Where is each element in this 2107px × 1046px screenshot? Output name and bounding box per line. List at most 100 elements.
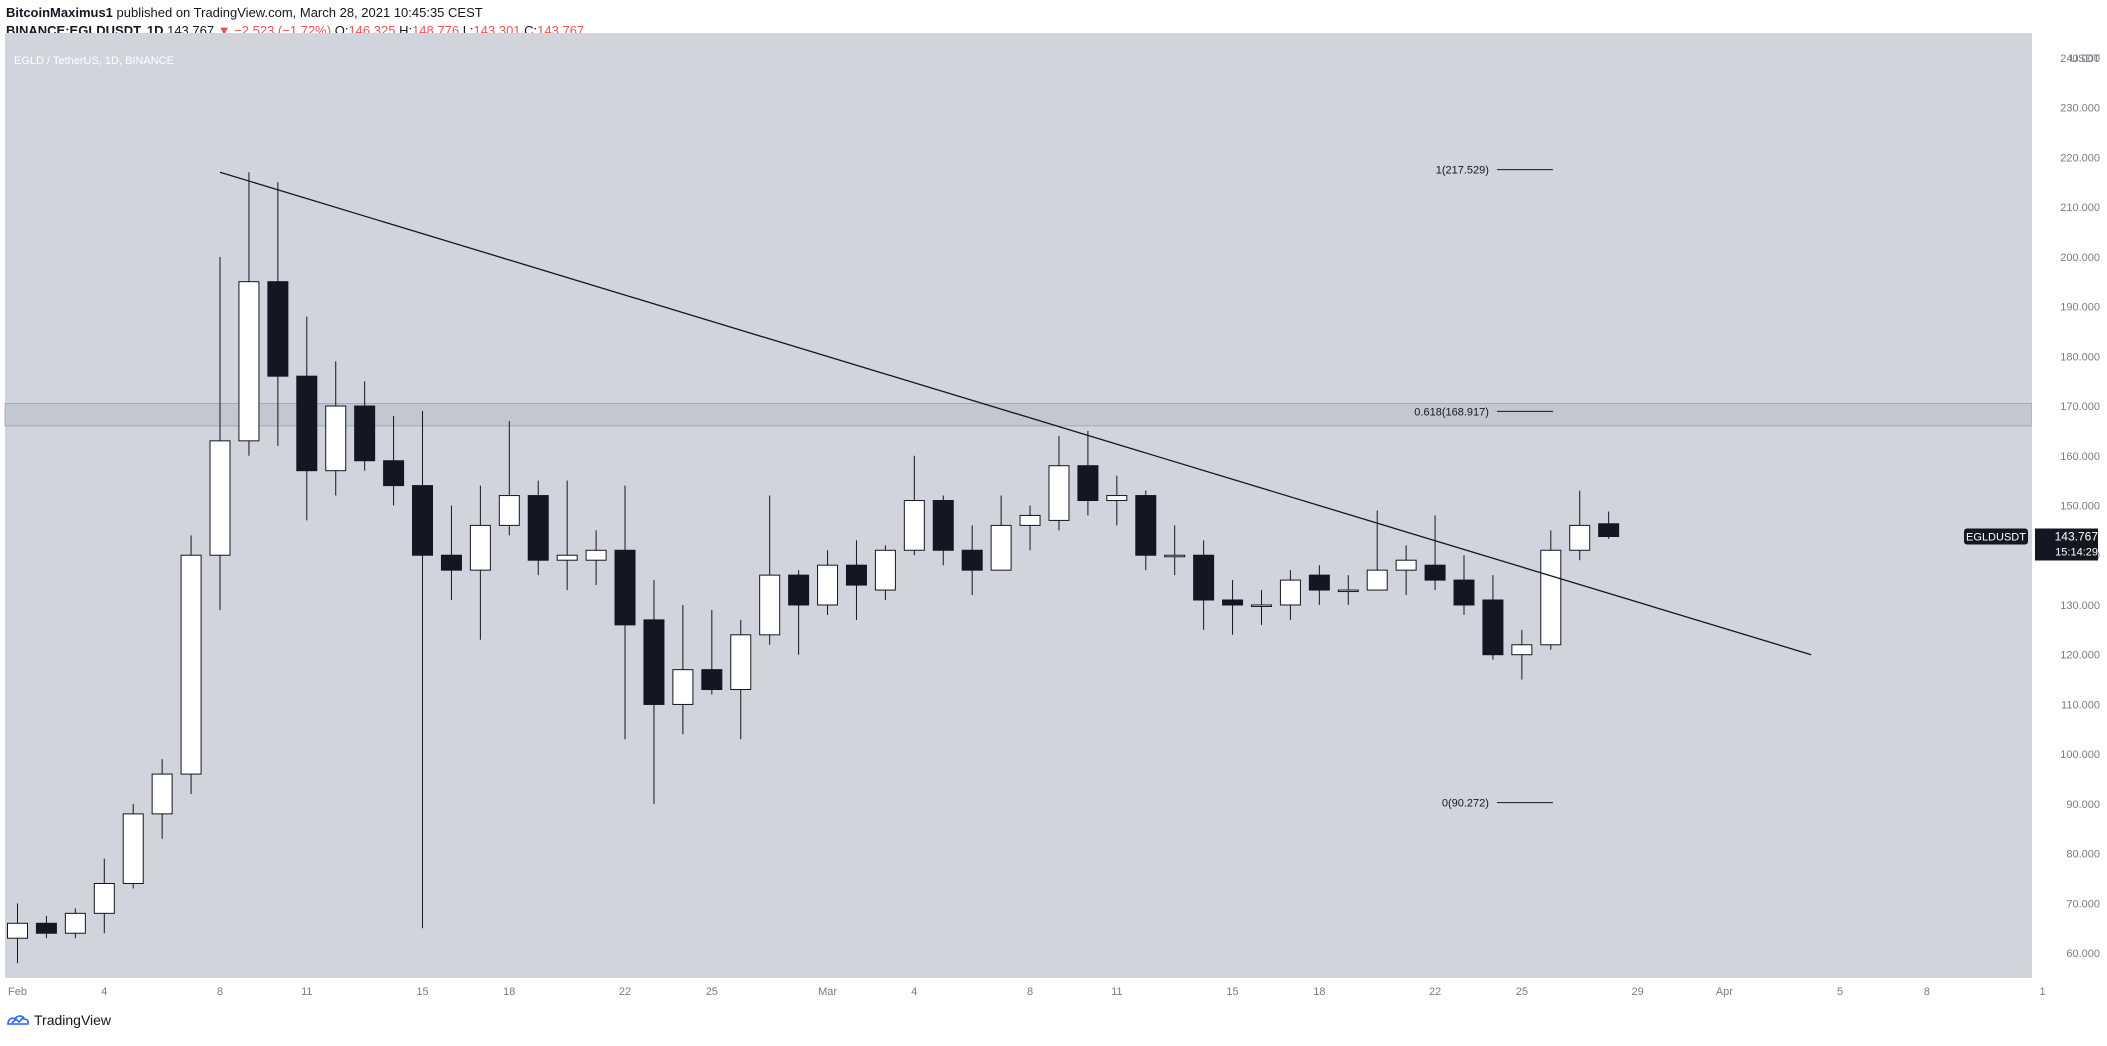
candle[interactable]: [354, 381, 376, 471]
candle-body: [1395, 559, 1417, 571]
candle[interactable]: [643, 580, 665, 804]
candle[interactable]: [296, 316, 318, 521]
candle[interactable]: [1135, 490, 1157, 571]
y-tick-label: 70.000: [2066, 898, 2100, 910]
candle[interactable]: [35, 915, 57, 939]
candle[interactable]: [759, 495, 781, 645]
candle-body: [932, 500, 954, 551]
candle[interactable]: [498, 420, 520, 536]
candle[interactable]: [1193, 540, 1215, 630]
candle[interactable]: [1337, 575, 1359, 605]
candle[interactable]: [817, 550, 839, 615]
candle[interactable]: [180, 535, 202, 794]
candle[interactable]: [932, 495, 954, 566]
candle[interactable]: [614, 485, 636, 740]
candle[interactable]: [440, 505, 462, 601]
candle[interactable]: [1511, 629, 1533, 680]
candle[interactable]: [1106, 475, 1128, 526]
low-label: L:: [462, 23, 474, 38]
chart-title: EGLD / TetherUS, 1D, BINANCE: [14, 55, 174, 67]
candle[interactable]: [1279, 570, 1301, 620]
tradingview-logo-icon: [7, 1015, 30, 1025]
x-tick-label: 29: [1631, 986, 1643, 998]
x-tick-label: 22: [1429, 986, 1441, 998]
candle-body: [296, 375, 318, 472]
x-tick-label: 18: [503, 986, 515, 998]
candle[interactable]: [701, 609, 723, 695]
y-tick-label: 160.000: [2060, 451, 2100, 463]
candle[interactable]: [556, 480, 578, 591]
candle[interactable]: [267, 182, 289, 446]
candle[interactable]: [1569, 490, 1591, 561]
candle-body: [1193, 554, 1215, 601]
candle[interactable]: [469, 485, 491, 640]
candle[interactable]: [1482, 575, 1504, 660]
x-tick-label: 25: [706, 986, 718, 998]
candle-body: [730, 634, 752, 691]
footer-brand-text: TradingView: [34, 1012, 112, 1028]
candle[interactable]: [238, 172, 260, 456]
candle[interactable]: [151, 759, 173, 839]
author-name[interactable]: BitcoinMaximus1: [6, 5, 113, 20]
candle[interactable]: [1308, 565, 1330, 605]
x-tick-label: 5: [1837, 986, 1843, 998]
candle[interactable]: [527, 480, 549, 576]
candle-body: [961, 549, 983, 571]
candle[interactable]: [788, 570, 810, 655]
candle[interactable]: [672, 604, 694, 735]
candle[interactable]: [845, 540, 867, 620]
candle[interactable]: [383, 415, 405, 506]
candle-body: [817, 564, 839, 606]
candle[interactable]: [1164, 525, 1186, 576]
y-tick-label: 240.000: [2060, 53, 2100, 65]
x-tick-label: 8: [217, 986, 223, 998]
candle-body: [1077, 465, 1099, 502]
publish-line: BitcoinMaximus1 published on TradingView…: [6, 4, 584, 22]
candle[interactable]: [1048, 435, 1070, 531]
candle[interactable]: [325, 361, 347, 496]
candle[interactable]: [412, 411, 434, 929]
candle-body: [1511, 644, 1533, 656]
candle-body: [1569, 524, 1591, 551]
candle[interactable]: [1222, 580, 1244, 635]
candle[interactable]: [122, 803, 144, 889]
footer-brand[interactable]: TradingView: [6, 1012, 111, 1028]
candle[interactable]: [961, 525, 983, 596]
candle[interactable]: [209, 256, 231, 610]
candle-body: [672, 669, 694, 705]
candle-body: [238, 281, 260, 442]
candle[interactable]: [903, 455, 925, 556]
published-text: published on TradingView.com, March 28, …: [116, 5, 483, 20]
candle[interactable]: [1077, 430, 1099, 516]
candle[interactable]: [874, 545, 896, 600]
y-tick-label: 100.000: [2060, 749, 2100, 761]
candle-body: [1164, 554, 1186, 558]
plot-background[interactable]: [5, 33, 2032, 978]
candle[interactable]: [1453, 555, 1475, 615]
candle[interactable]: [1424, 515, 1446, 591]
candle[interactable]: [1250, 590, 1272, 625]
candle-body: [1424, 564, 1446, 581]
fib-level-label: 1(217.529): [1436, 165, 1489, 177]
candle[interactable]: [990, 495, 1012, 571]
x-tick-label: Apr: [1716, 986, 1733, 998]
descending-trendline[interactable]: [219, 171, 1812, 656]
x-tick-label: 11: [301, 986, 312, 998]
candle[interactable]: [1395, 545, 1417, 596]
y-tick-label: 80.000: [2066, 849, 2100, 861]
x-tick-label: Mar: [818, 986, 837, 998]
x-tick-label: 1: [2040, 986, 2046, 998]
candle[interactable]: [93, 858, 115, 934]
candle-body: [874, 549, 896, 591]
candle[interactable]: [585, 530, 607, 586]
candle-body: [151, 773, 173, 815]
candle[interactable]: [1019, 505, 1041, 551]
candle[interactable]: [730, 619, 752, 740]
candle-body: [585, 549, 607, 561]
candle[interactable]: [64, 908, 86, 939]
candle[interactable]: [1598, 511, 1620, 539]
candle-body: [701, 669, 723, 691]
candle[interactable]: [7, 903, 28, 964]
